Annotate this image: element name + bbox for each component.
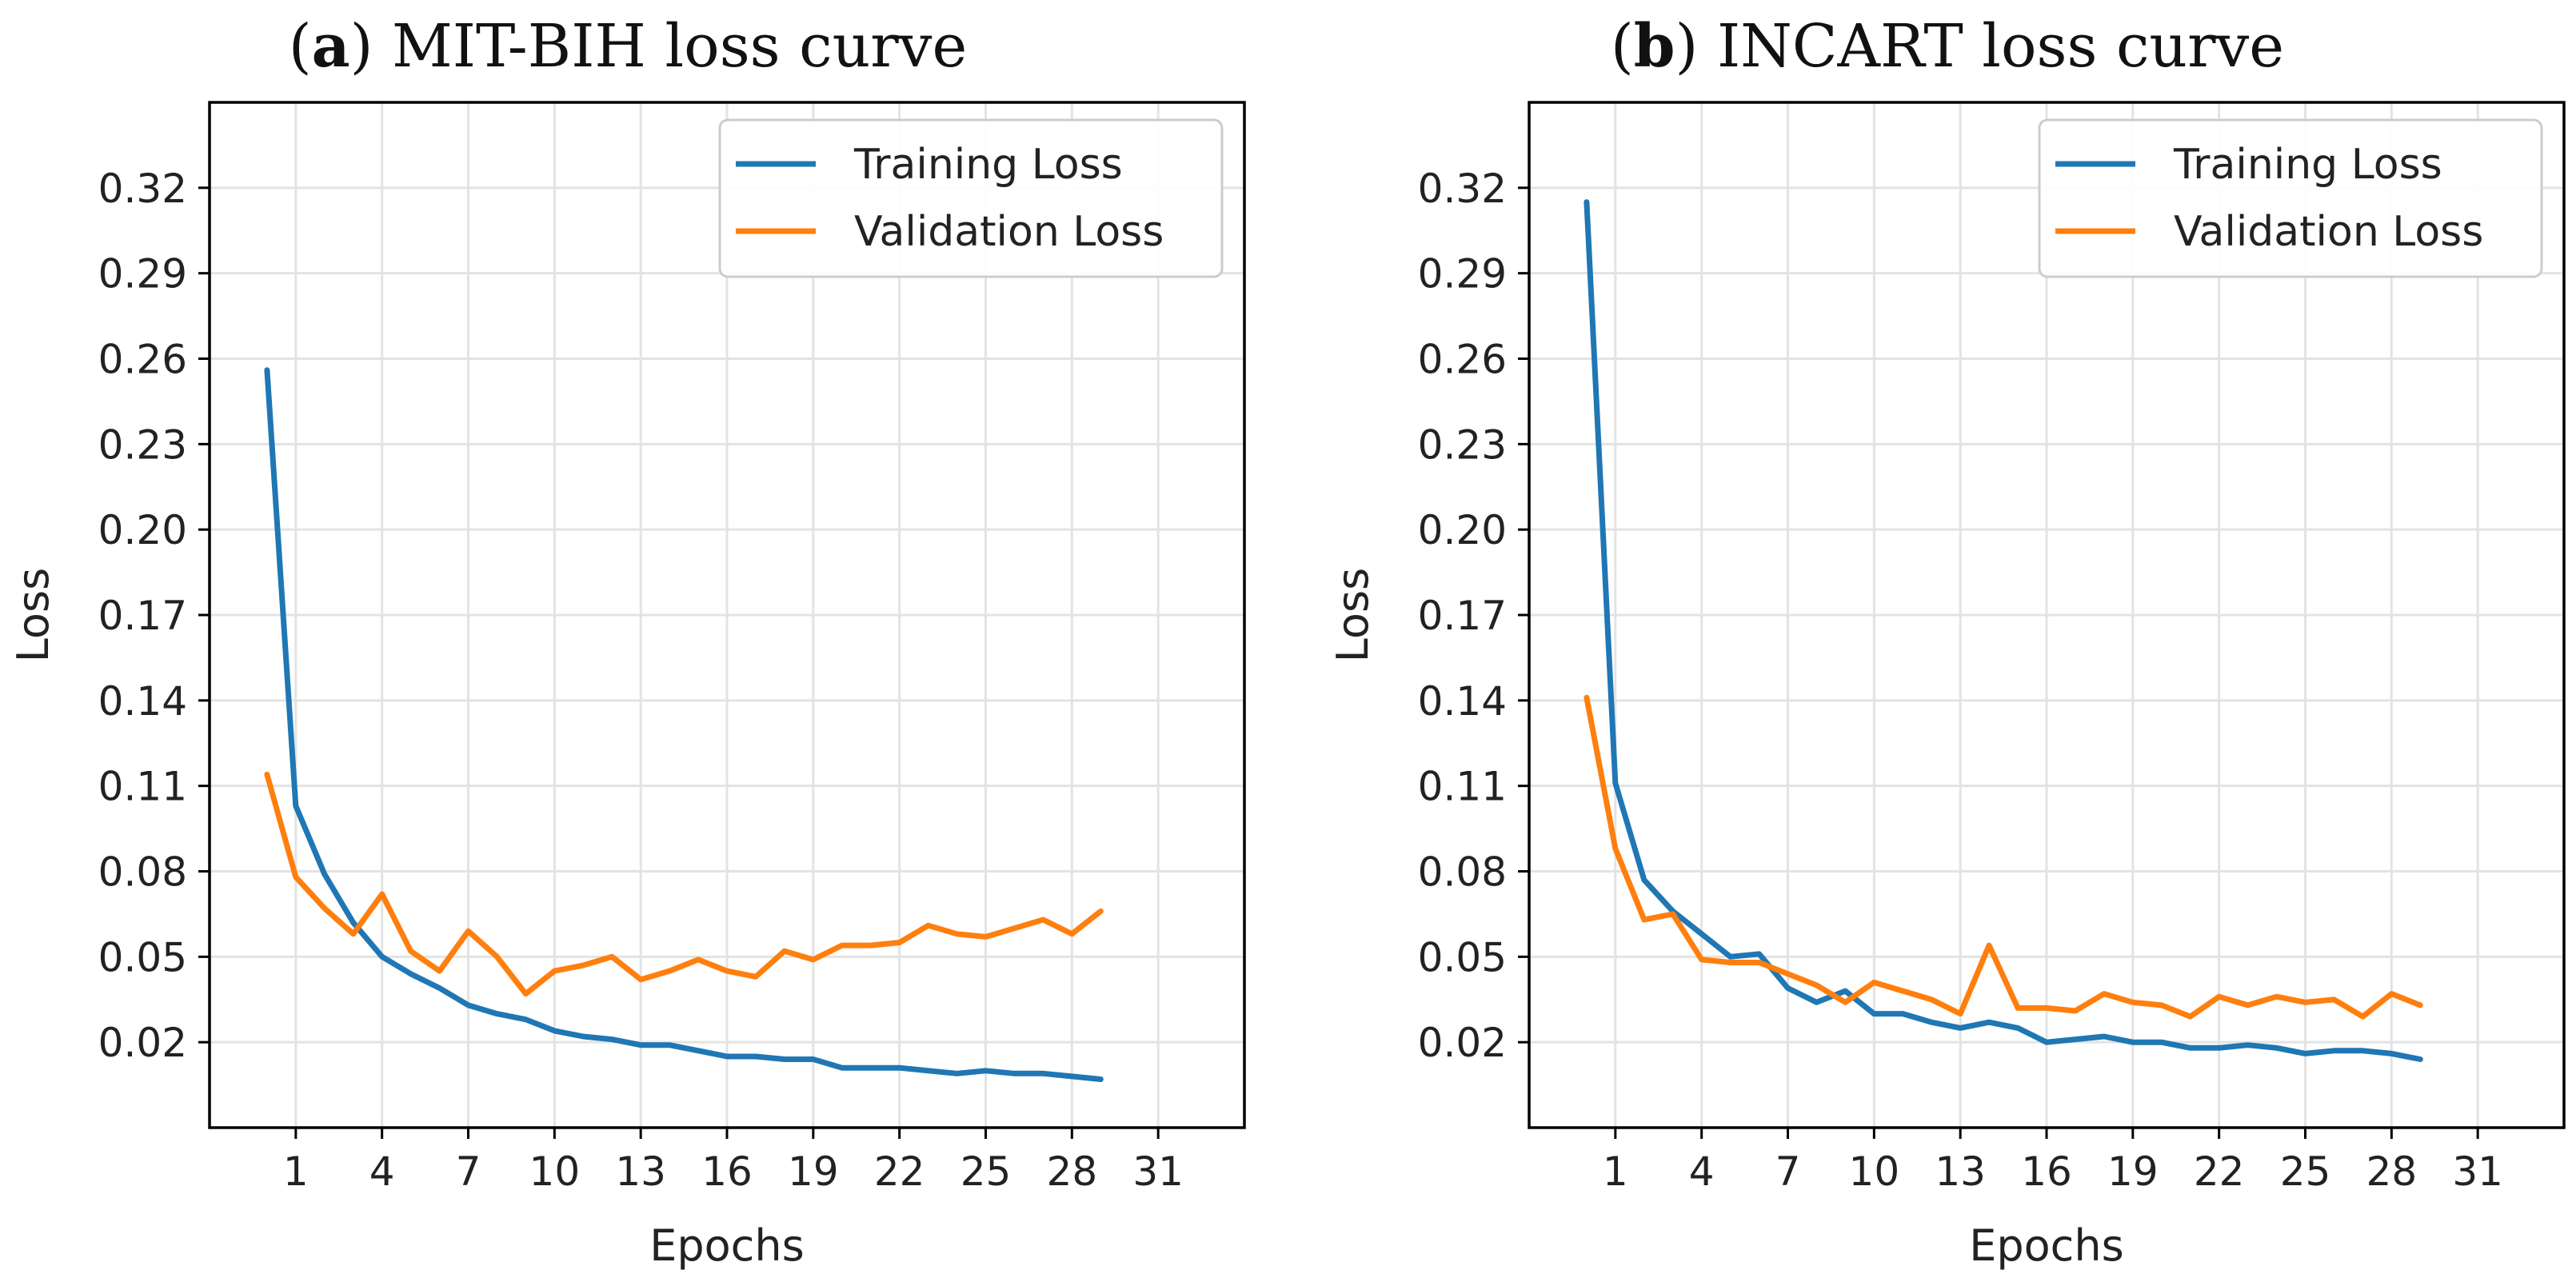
y-tick-label-b-9: 0.29 — [1418, 251, 1507, 298]
y-tick-label-a-2: 0.08 — [98, 849, 187, 896]
x-tick-label-b-9: 28 — [2366, 1148, 2418, 1195]
x-tick-label-b-3: 10 — [1849, 1148, 1900, 1195]
y-tick-label-a-10: 0.32 — [98, 166, 187, 212]
y-axis-label-a: Loss — [8, 568, 58, 662]
series-line-a-1 — [264, 771, 1104, 997]
chart-title-text-a: MIT-BIH loss curve — [391, 12, 968, 81]
x-tick-label-b-1: 4 — [1689, 1148, 1715, 1195]
y-tick-label-a-6: 0.20 — [98, 507, 187, 553]
y-tick-label-b-0: 0.02 — [1418, 1020, 1507, 1066]
y-tick-label-a-7: 0.23 — [98, 421, 187, 468]
x-tick-label-b-7: 22 — [2194, 1148, 2245, 1195]
x-tick-label-a-0: 1 — [283, 1148, 309, 1195]
legend-box-b — [2038, 118, 2543, 278]
y-tick-label-b-5: 0.17 — [1418, 593, 1507, 639]
y-tick-label-b-1: 0.05 — [1418, 934, 1507, 980]
y-tick-label-a-4: 0.14 — [98, 678, 187, 725]
legend-label-a-0: Training Loss — [853, 141, 1123, 189]
series-line-b-1 — [1584, 694, 2423, 1020]
y-tick-label-b-6: 0.20 — [1418, 507, 1507, 553]
x-tick-label-b-8: 25 — [2280, 1148, 2331, 1195]
y-tick-label-a-5: 0.17 — [98, 593, 187, 639]
plot-frame-a — [208, 101, 1246, 1129]
y-tick-label-b-10: 0.32 — [1418, 166, 1507, 212]
y-tick-label-b-4: 0.14 — [1418, 678, 1507, 725]
x-tick-label-b-2: 7 — [1775, 1148, 1801, 1195]
x-tick-label-b-4: 13 — [1935, 1148, 1986, 1195]
x-tick-label-a-10: 31 — [1132, 1148, 1184, 1195]
x-tick-label-a-5: 16 — [701, 1148, 753, 1195]
series-line-b-0 — [1584, 199, 2423, 1062]
y-tick-label-b-8: 0.26 — [1418, 337, 1507, 383]
y-tick-label-a-3: 0.11 — [98, 764, 187, 810]
y-tick-label-b-7: 0.23 — [1418, 421, 1507, 468]
x-tick-label-a-2: 7 — [456, 1148, 481, 1195]
chart-title-a: (a) MIT-BIH loss curve — [288, 12, 968, 81]
x-tick-label-b-5: 16 — [2021, 1148, 2072, 1195]
legend-label-a-1: Validation Loss — [854, 208, 1164, 256]
x-axis-label-a: Epochs — [649, 1220, 804, 1271]
x-axis-label-b: Epochs — [1969, 1220, 2123, 1271]
chart-svg-a: 1 4 7 10 13 16 19 22 25 28 31 0.02 0.05 0.08 0.11 0.14 0… — [8, 101, 1246, 1271]
x-tick-label-a-1: 4 — [369, 1148, 395, 1195]
x-tick-label-b-6: 19 — [2107, 1148, 2159, 1195]
x-tick-label-a-4: 13 — [615, 1148, 666, 1195]
y-axis-label-b: Loss — [1328, 568, 1378, 662]
y-tick-label-a-0: 0.02 — [98, 1020, 187, 1066]
y-tick-label-a-9: 0.29 — [98, 251, 187, 298]
y-tick-label-b-3: 0.11 — [1418, 764, 1507, 810]
x-tick-label-b-10: 31 — [2452, 1148, 2503, 1195]
legend-label-b-0: Training Loss — [2173, 141, 2442, 189]
x-tick-label-b-0: 1 — [1603, 1148, 1628, 1195]
panel-letter-b: b — [1633, 12, 1675, 81]
chart-title-text-b: INCART loss curve — [1716, 12, 2285, 81]
y-tick-label-b-2: 0.08 — [1418, 849, 1507, 896]
x-tick-label-a-9: 28 — [1047, 1148, 1098, 1195]
x-tick-label-a-8: 25 — [961, 1148, 1012, 1195]
legend-box-a — [718, 118, 1224, 278]
chart-panel-b: (b) INCART loss curve 1 4 7 10 13 16 19 22 25 28 3… — [1320, 0, 2575, 1286]
panel-letter-a: a — [311, 12, 350, 81]
y-tick-label-a-1: 0.05 — [98, 934, 187, 980]
chart-panel-a: (a) MIT-BIH loss curve 1 4 7 10 13 16 19 22 25 28… — [0, 0, 1256, 1286]
chart-svg-b: 1 4 7 10 13 16 19 22 25 28 31 0.02 0.05 0.08 0.11 0.14 0… — [1328, 101, 2566, 1271]
series-line-a-0 — [264, 367, 1104, 1082]
x-tick-label-a-6: 19 — [788, 1148, 839, 1195]
chart-title-b: (b) INCART loss curve — [1610, 12, 2285, 81]
x-tick-label-a-7: 22 — [874, 1148, 925, 1195]
y-tick-label-a-8: 0.26 — [98, 337, 187, 383]
legend-label-b-1: Validation Loss — [2174, 208, 2483, 256]
x-tick-label-a-3: 10 — [529, 1148, 581, 1195]
plot-frame-b — [1528, 101, 2566, 1129]
